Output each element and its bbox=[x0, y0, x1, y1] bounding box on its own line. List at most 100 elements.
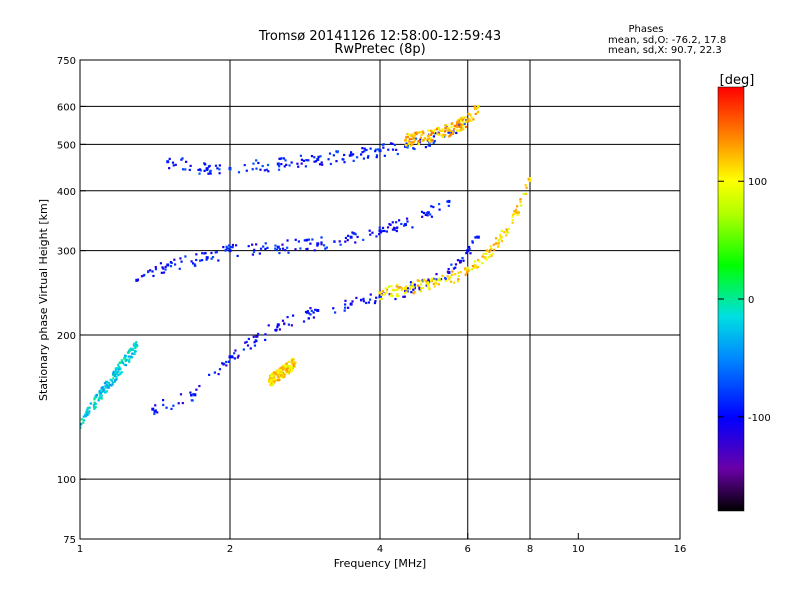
trace-2-sample bbox=[420, 210, 424, 213]
trace-6-sample bbox=[275, 369, 278, 372]
trace-5-sample bbox=[80, 426, 82, 429]
trace-0-sample bbox=[190, 399, 193, 402]
trace-2-sample bbox=[266, 246, 269, 250]
trace-0-sample bbox=[189, 391, 192, 394]
trace-1-sample bbox=[413, 290, 416, 294]
trace-2-sample bbox=[204, 252, 207, 255]
trace-2-sample bbox=[311, 238, 314, 241]
trace-5-sample bbox=[114, 373, 117, 376]
trace-6-sample bbox=[274, 372, 278, 375]
trace-5-sample bbox=[88, 412, 91, 415]
trace-4-sample bbox=[410, 134, 413, 137]
trace-4-sample bbox=[459, 123, 462, 126]
trace-2-sample bbox=[305, 248, 308, 251]
trace-4-sample bbox=[448, 134, 452, 137]
trace-2-sample bbox=[430, 215, 434, 218]
trace-2-sample bbox=[303, 239, 306, 242]
trace-6-sample bbox=[285, 365, 288, 368]
trace-2-sample bbox=[149, 269, 152, 272]
trace-3-sample bbox=[207, 172, 210, 175]
trace-5-sample bbox=[105, 390, 109, 393]
trace-5-sample bbox=[98, 397, 101, 400]
trace-2-sample bbox=[247, 245, 250, 248]
trace-0-sample bbox=[252, 335, 255, 338]
trace-2-sample bbox=[294, 238, 297, 241]
data-points bbox=[80, 104, 532, 429]
trace-3-sample bbox=[419, 138, 422, 141]
trace-1-sample bbox=[379, 297, 382, 301]
trace-1-point-6 bbox=[499, 235, 503, 239]
trace-2-sample bbox=[320, 241, 323, 244]
trace-4-sample bbox=[420, 139, 424, 143]
trace-1-sample bbox=[394, 288, 397, 292]
trace-5-sample bbox=[103, 382, 107, 385]
trace-5-sample bbox=[101, 385, 104, 389]
trace-0-sample bbox=[373, 301, 377, 305]
trace-4-sample bbox=[473, 106, 476, 109]
trace-5-sample bbox=[93, 407, 96, 410]
trace-3-sample bbox=[395, 148, 398, 151]
trace-3-sample bbox=[198, 172, 201, 175]
trace-5-sample bbox=[99, 391, 102, 395]
trace-4-sample bbox=[408, 137, 411, 141]
y-tick-label-6: 600 bbox=[57, 102, 76, 113]
trace-2-sample bbox=[378, 226, 381, 229]
trace-5-sample bbox=[123, 354, 127, 357]
trace-2-sample bbox=[379, 231, 383, 234]
trace-2-sample bbox=[226, 247, 229, 250]
trace-3-sample bbox=[428, 144, 431, 147]
trace-0-sample bbox=[213, 371, 216, 374]
trace-3-sample bbox=[352, 159, 355, 162]
trace-5-sample bbox=[129, 355, 133, 358]
trace-2-sample bbox=[210, 251, 213, 255]
trace-5-sample bbox=[127, 351, 130, 354]
trace-3-sample bbox=[313, 160, 316, 163]
trace-2-sample bbox=[405, 217, 409, 220]
trace-5-sample bbox=[88, 410, 91, 413]
trace-2-sample bbox=[222, 246, 225, 249]
trace-4-sample bbox=[440, 134, 443, 137]
trace-2-sample bbox=[391, 221, 394, 224]
trace-2-sample bbox=[386, 226, 390, 229]
trace-6-sample bbox=[292, 364, 296, 368]
trace-2-sample bbox=[170, 261, 173, 265]
trace-4-sample bbox=[433, 128, 436, 132]
trace-5-sample bbox=[133, 352, 136, 355]
trace-5-sample bbox=[107, 384, 110, 387]
trace-3-sample bbox=[261, 164, 264, 168]
trace-0-sample bbox=[254, 339, 257, 342]
trace-0-sample bbox=[369, 293, 372, 296]
trace-2-sample bbox=[225, 245, 228, 248]
trace-6-sample bbox=[281, 368, 285, 371]
trace-0-sample bbox=[351, 300, 354, 303]
trace-4-sample bbox=[405, 136, 408, 139]
trace-4-sample bbox=[449, 129, 452, 132]
trace-5-sample bbox=[115, 371, 119, 374]
trace-1-sample bbox=[485, 252, 488, 255]
trace-5-sample bbox=[82, 421, 85, 424]
trace-4-sample bbox=[436, 126, 439, 130]
trace-1-sample bbox=[441, 274, 444, 277]
trace-1-sample bbox=[493, 248, 496, 251]
trace-5-sample bbox=[115, 368, 118, 371]
trace-3-sample bbox=[168, 157, 171, 160]
trace-2-sample bbox=[203, 252, 206, 255]
trace-1-sample bbox=[511, 221, 514, 224]
trace-1-sample bbox=[430, 279, 433, 282]
trace-2-sample bbox=[425, 212, 428, 215]
trace-0-sample bbox=[192, 393, 195, 396]
trace-6-sample bbox=[287, 372, 290, 375]
trace-3-sample bbox=[259, 168, 262, 171]
trace-2-sample bbox=[190, 260, 193, 263]
trace-1-sample bbox=[400, 287, 404, 290]
trace-1-sample bbox=[391, 294, 394, 298]
y-tick-label-1: 100 bbox=[57, 475, 76, 486]
trace-6-sample bbox=[278, 378, 281, 382]
trace-3-sample bbox=[214, 164, 218, 167]
trace-0-sample bbox=[276, 325, 279, 328]
trace-4-sample bbox=[468, 119, 471, 122]
y-tick-label-4: 400 bbox=[57, 187, 76, 198]
trace-1-sample bbox=[505, 228, 508, 231]
trace-0-sample bbox=[435, 273, 438, 276]
trace-3-sample bbox=[383, 154, 386, 157]
